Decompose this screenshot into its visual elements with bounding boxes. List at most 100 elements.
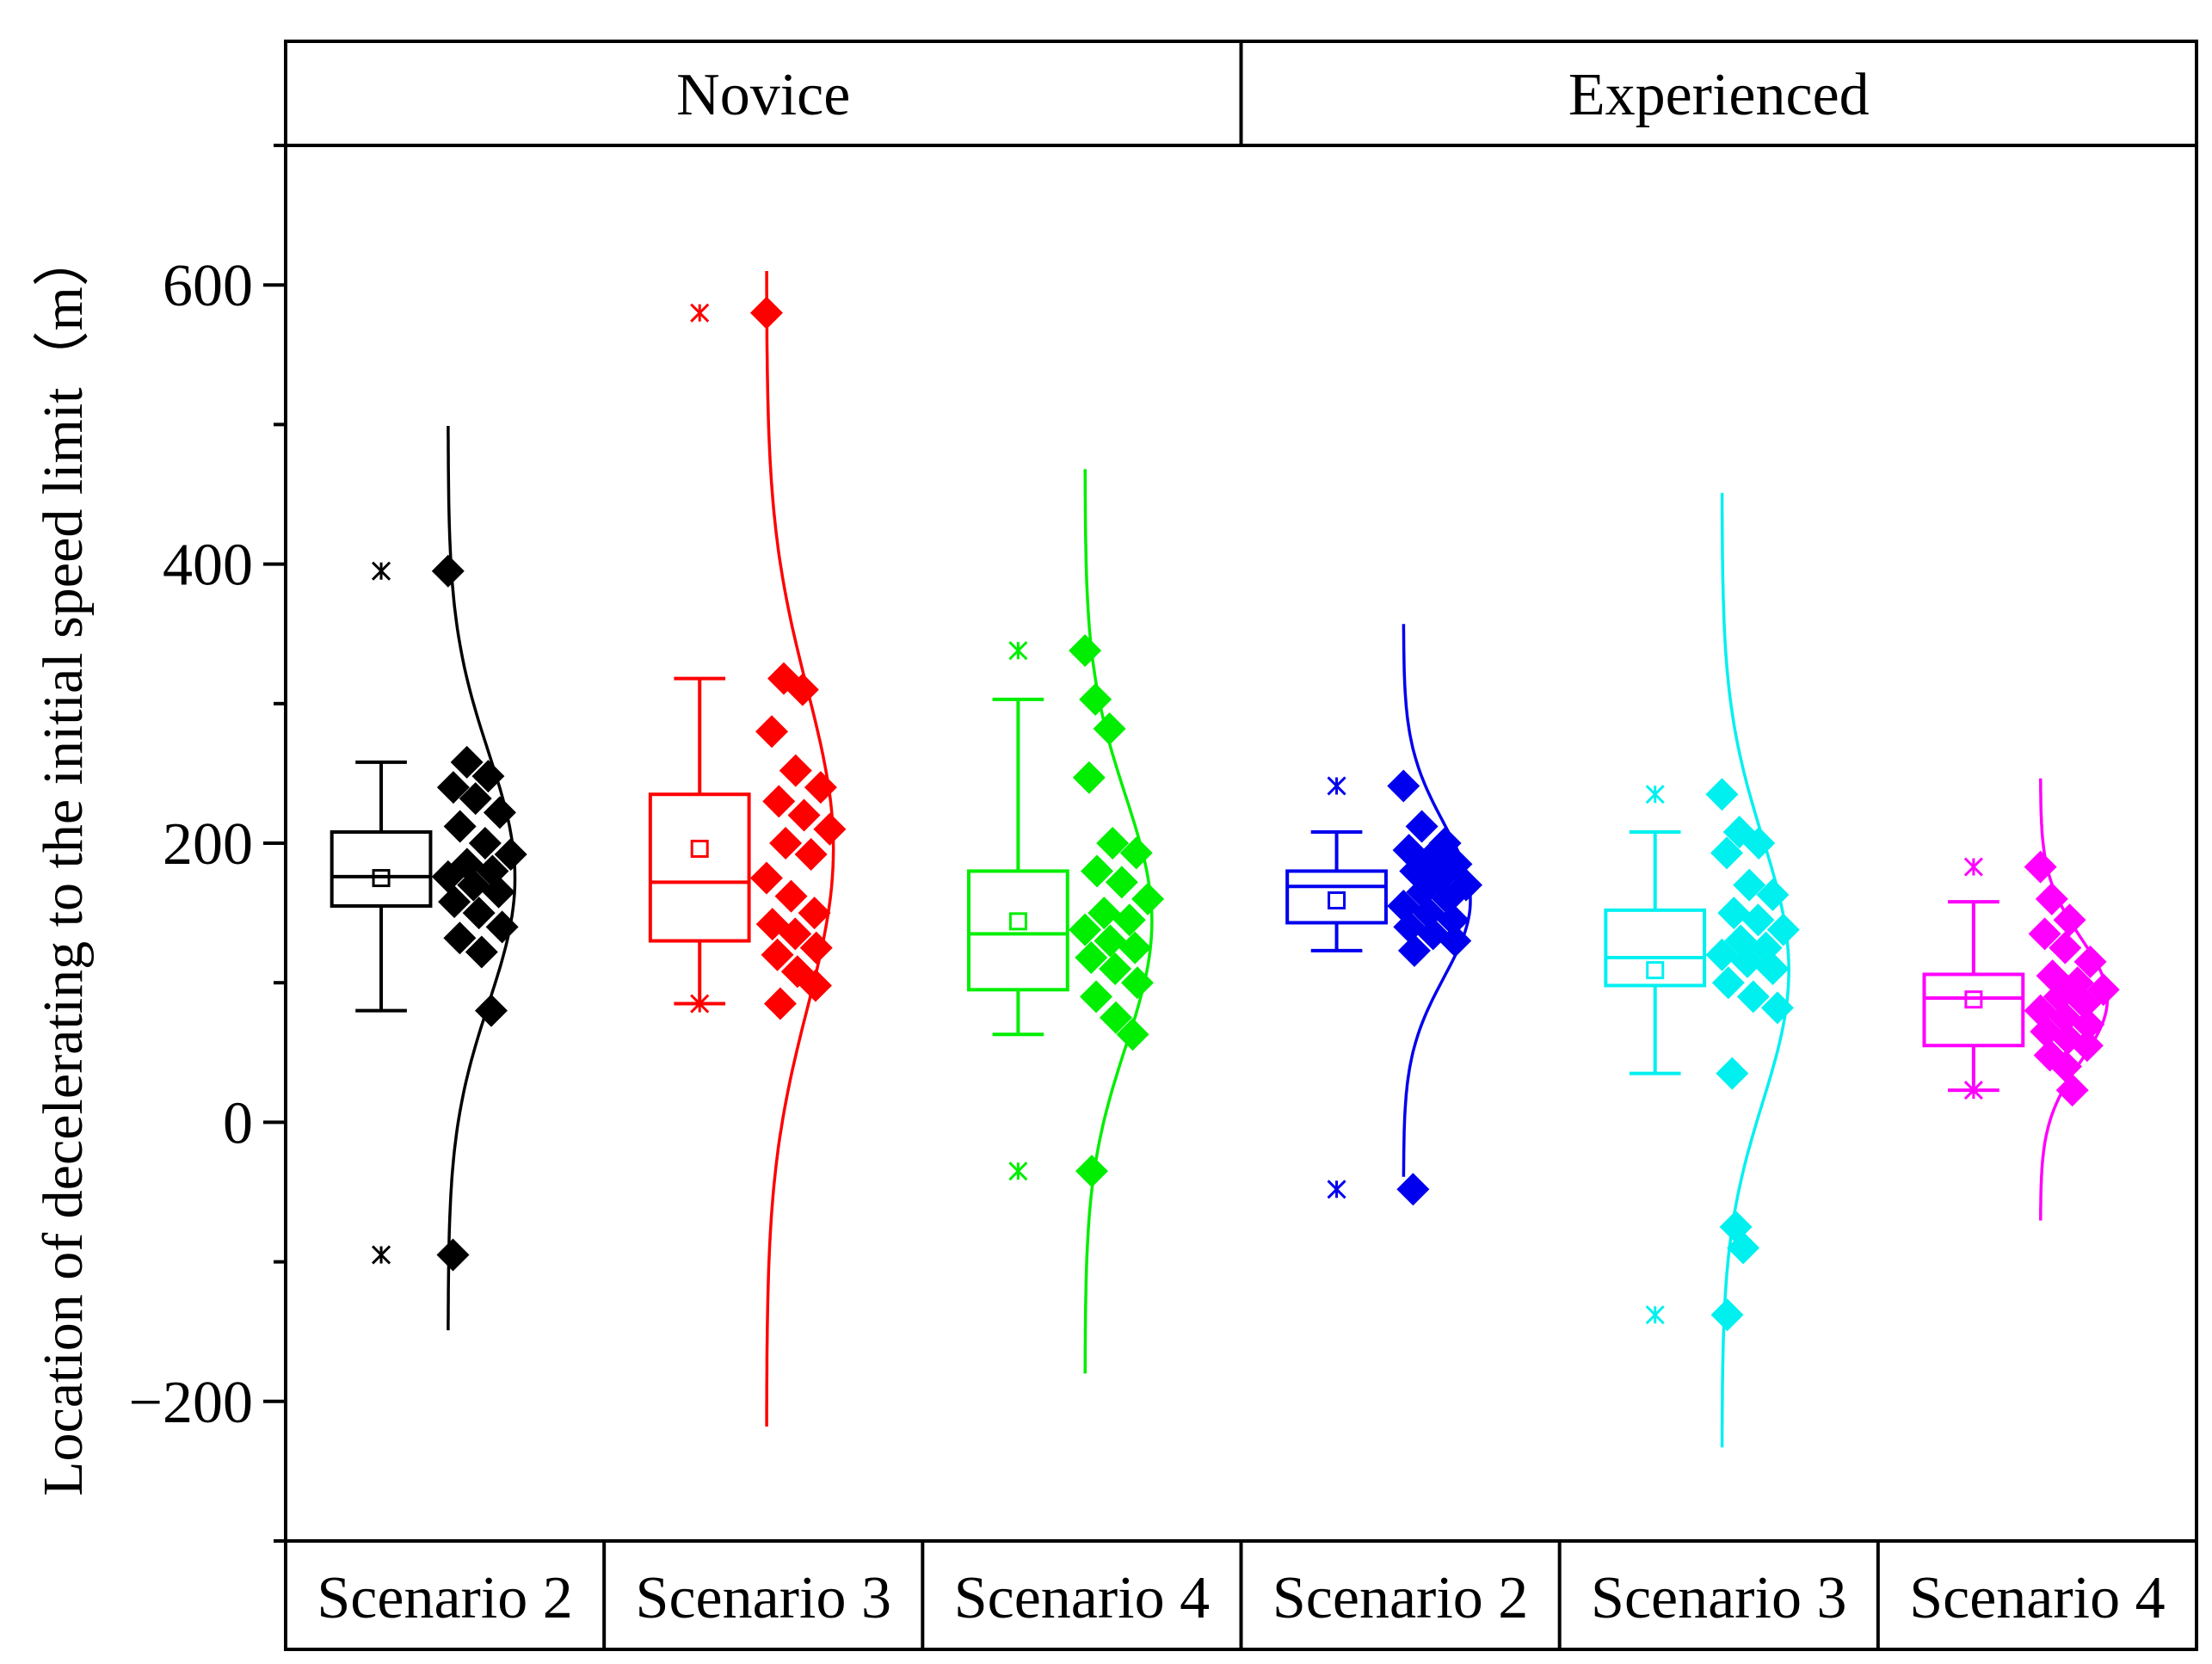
data-point xyxy=(1088,897,1121,930)
data-point xyxy=(1105,866,1138,899)
series-6 xyxy=(1922,778,2120,1221)
outlier-marker xyxy=(371,561,391,581)
data-point xyxy=(1727,1231,1760,1265)
data-point xyxy=(438,885,471,919)
series-1 xyxy=(330,426,527,1331)
data-point xyxy=(798,897,831,930)
series-3 xyxy=(967,469,1165,1374)
data-point xyxy=(749,296,783,330)
data-point xyxy=(457,868,490,902)
data-point xyxy=(1405,810,1439,843)
series-5 xyxy=(1604,492,1800,1448)
iqr-box xyxy=(967,869,1069,992)
data-point xyxy=(813,812,847,846)
data-point xyxy=(761,938,794,971)
data-point xyxy=(1099,1001,1132,1034)
data-point xyxy=(1716,1057,1749,1090)
data-point xyxy=(787,798,821,832)
data-point xyxy=(431,554,465,588)
data-point xyxy=(763,987,797,1020)
y-tick-label: 0 xyxy=(223,1090,253,1156)
outlier-marker xyxy=(690,994,710,1014)
data-point xyxy=(1436,903,1470,937)
data-point xyxy=(1081,854,1114,888)
data-point xyxy=(1069,913,1102,946)
y-tick-label: 200 xyxy=(163,811,253,878)
data-point xyxy=(2068,987,2102,1020)
data-point xyxy=(1118,931,1152,965)
data-point xyxy=(1424,861,1457,895)
mean-marker xyxy=(372,869,391,888)
outlier-marker xyxy=(1327,776,1346,796)
data-point xyxy=(2035,882,2068,915)
data-point xyxy=(431,860,465,893)
data-point xyxy=(1439,924,1472,958)
data-point xyxy=(755,715,789,749)
data-point xyxy=(786,673,819,706)
y-tick-label: 400 xyxy=(163,533,253,599)
mean-marker xyxy=(1646,961,1665,980)
data-point xyxy=(774,879,808,913)
data-point xyxy=(494,837,527,871)
outlier-marker xyxy=(1963,1081,1983,1100)
data-point xyxy=(1094,924,1127,958)
data-point xyxy=(1093,712,1126,745)
data-point xyxy=(482,875,515,909)
series-2 xyxy=(648,271,847,1427)
data-point xyxy=(1112,903,1146,937)
data-point xyxy=(465,935,498,969)
data-point xyxy=(2024,850,2057,884)
data-point xyxy=(2053,903,2086,937)
data-point xyxy=(1072,761,1106,794)
data-point xyxy=(1080,980,1113,1014)
iqr-box xyxy=(648,792,751,943)
data-point xyxy=(1760,991,1794,1025)
category-label: Scenario 3 xyxy=(1591,1565,1846,1631)
outlier-marker xyxy=(1008,641,1028,661)
iqr-box xyxy=(1285,869,1388,925)
data-point xyxy=(1131,882,1165,915)
data-point xyxy=(1120,966,1154,1000)
data-point xyxy=(1069,634,1102,668)
outlier-marker xyxy=(690,303,710,323)
plot-frame xyxy=(284,40,2198,1651)
data-point xyxy=(799,931,833,965)
data-point xyxy=(2073,945,2107,978)
data-point xyxy=(779,917,812,951)
distribution-curve xyxy=(765,271,835,1427)
data-point xyxy=(1705,778,1739,811)
data-point xyxy=(1393,910,1426,944)
data-point xyxy=(1742,827,1776,860)
data-point xyxy=(1756,878,1790,912)
data-point xyxy=(794,837,828,871)
data-point xyxy=(1119,836,1153,870)
data-point xyxy=(1099,952,1132,985)
distribution-curve xyxy=(1083,469,1154,1374)
plot-area xyxy=(330,271,2120,1448)
data-point xyxy=(468,827,502,860)
category-label: Scenario 2 xyxy=(1272,1565,1528,1631)
data-point xyxy=(1766,913,1800,946)
data-point xyxy=(471,760,505,793)
data-point xyxy=(1079,682,1112,716)
data-point xyxy=(1710,1298,1744,1332)
data-point xyxy=(436,1238,470,1272)
data-point xyxy=(798,969,832,1002)
data-point xyxy=(2072,1008,2105,1041)
data-point xyxy=(1710,836,1744,870)
data-point xyxy=(804,771,837,804)
data-point xyxy=(462,897,496,930)
data-point xyxy=(1075,1155,1108,1188)
group-label: Novice xyxy=(676,62,850,128)
category-label: Scenario 4 xyxy=(954,1565,1210,1631)
mean-marker xyxy=(1964,990,1983,1009)
data-point xyxy=(459,782,492,816)
data-point xyxy=(483,796,516,829)
data-point xyxy=(2028,917,2061,951)
data-point xyxy=(474,994,508,1027)
data-point xyxy=(443,921,477,955)
data-point xyxy=(2049,931,2082,965)
data-point xyxy=(450,745,484,779)
data-point xyxy=(1397,934,1431,967)
